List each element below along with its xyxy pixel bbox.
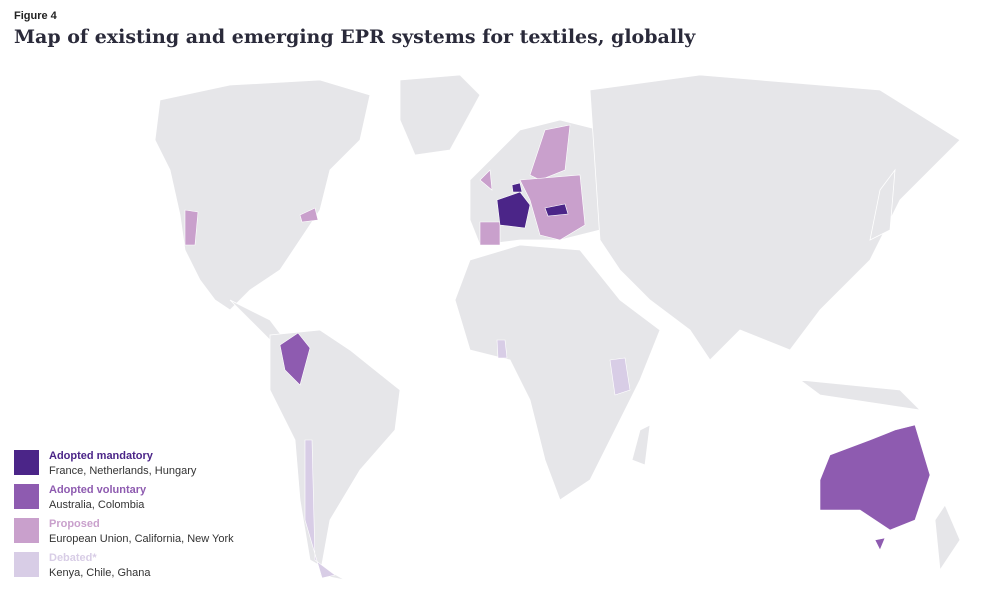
title: Map of existing and emerging EPR systems… [14, 26, 696, 48]
legend: Adopted mandatory France, Netherlands, Hu… [14, 450, 234, 579]
legend-swatch [14, 484, 39, 509]
figure-label: Figure 4 [14, 10, 57, 22]
legend-members: Australia, Colombia [49, 499, 145, 511]
region [511, 182, 523, 193]
region [479, 221, 501, 246]
region [609, 357, 631, 396]
legend-members: Kenya, Chile, Ghana [49, 567, 151, 579]
region [819, 424, 931, 531]
legend-swatch [14, 552, 39, 577]
region [279, 332, 311, 386]
legend-members: European Union, California, New York [49, 533, 234, 545]
highlighted-regions [184, 124, 931, 579]
legend-swatch [14, 450, 39, 475]
legend-members: France, Netherlands, Hungary [49, 465, 197, 477]
region [184, 209, 199, 246]
region [479, 169, 493, 191]
legend-name: Adopted voluntary [49, 484, 147, 496]
legend-name: Proposed [49, 518, 100, 530]
region [496, 339, 508, 359]
legend-name: Adopted mandatory [49, 450, 154, 462]
legend-name: Debated* [49, 552, 97, 564]
region [299, 207, 319, 223]
region [496, 191, 531, 229]
region [874, 537, 886, 551]
region [544, 203, 569, 217]
region [304, 439, 336, 579]
legend-swatch [14, 518, 39, 543]
